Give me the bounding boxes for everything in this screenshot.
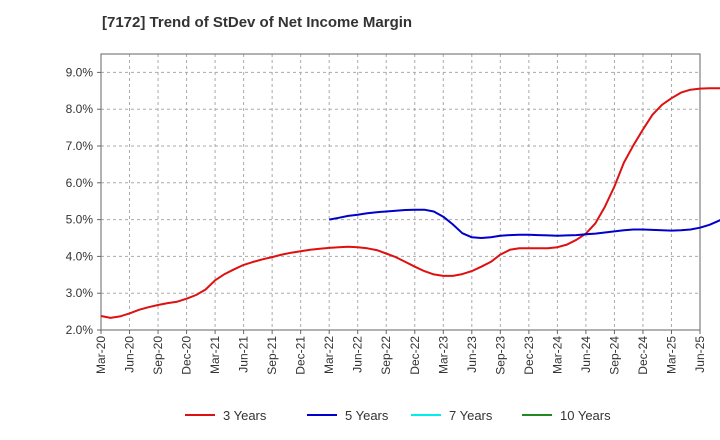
x-tick-label: Mar-20 (94, 336, 108, 374)
x-tick-label: Mar-23 (436, 336, 450, 374)
y-tick-label: 3.0% (66, 286, 94, 300)
x-tick-label: Jun-21 (237, 336, 251, 373)
x-tick-label: Jun-25 (693, 336, 707, 373)
y-tick-label: 5.0% (66, 213, 94, 227)
x-tick-label: Jun-24 (579, 336, 593, 373)
y-tick-label: 2.0% (66, 323, 94, 337)
x-tick-label: Sep-21 (265, 336, 279, 375)
x-tick-label: Mar-24 (550, 336, 564, 374)
series-line-5-years (329, 208, 720, 239)
y-tick-label: 6.0% (66, 176, 94, 190)
series-line-3-years (100, 87, 720, 319)
legend-label: 10 Years (560, 408, 611, 423)
y-tick-label: 7.0% (66, 139, 94, 153)
x-tick-label: Sep-22 (379, 336, 393, 375)
x-tick-label: Mar-21 (208, 336, 222, 374)
x-tick-label: Mar-22 (322, 336, 336, 374)
x-tick-label: Jun-20 (123, 336, 137, 373)
chart-title: [7172] Trend of StDev of Net Income Marg… (102, 14, 413, 31)
x-tick-label: Dec-20 (180, 336, 194, 375)
x-tick-label: Dec-22 (408, 336, 422, 375)
y-tick-label: 8.0% (66, 102, 94, 116)
x-tick-label: Jun-23 (465, 336, 479, 373)
x-tick-label: Sep-20 (151, 336, 165, 375)
x-tick-label: Sep-24 (607, 336, 621, 375)
x-tick-label: Dec-21 (294, 336, 308, 375)
legend-label: 5 Years (345, 408, 389, 423)
y-tick-label: 4.0% (66, 249, 94, 263)
x-tick-label: Jun-22 (351, 336, 365, 373)
legend-label: 7 Years (449, 408, 493, 423)
x-tick-label: Dec-24 (636, 336, 650, 375)
x-tick-label: Sep-23 (493, 336, 507, 375)
plot-frame (100, 53, 701, 331)
plot-area (101, 54, 700, 330)
y-tick-label: 9.0% (66, 65, 94, 79)
x-tick-label: Mar-25 (664, 336, 678, 374)
legend-label: 3 Years (223, 408, 267, 423)
x-tick-label: Dec-23 (522, 336, 536, 375)
